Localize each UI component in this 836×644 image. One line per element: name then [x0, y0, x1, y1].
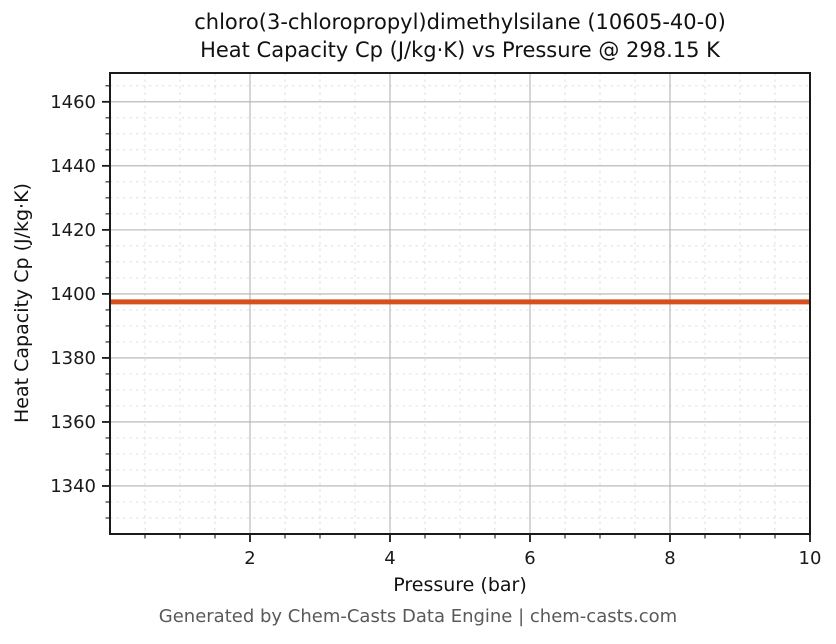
y-tick-label: 1460	[50, 92, 96, 113]
x-tick-label: 10	[799, 548, 822, 569]
x-tick-label: 2	[244, 548, 255, 569]
y-tick-label: 1420	[50, 220, 96, 241]
y-tick-label: 1400	[50, 284, 96, 305]
x-axis-label: Pressure (bar)	[393, 574, 527, 596]
chart-title-line1: chloro(3-chloropropyl)dimethylsilane (10…	[194, 10, 726, 34]
chart-title-line2: Heat Capacity Cp (J/kg·K) vs Pressure @ …	[200, 38, 720, 62]
chart-title: chloro(3-chloropropyl)dimethylsilane (10…	[110, 8, 810, 64]
y-tick-label: 1440	[50, 156, 96, 177]
x-tick-label: 4	[384, 548, 395, 569]
y-axis-label: Heat Capacity Cp (J/kg·K)	[11, 183, 33, 423]
y-tick-label: 1380	[50, 348, 96, 369]
footer-attribution: Generated by Chem-Casts Data Engine | ch…	[158, 606, 678, 627]
y-tick-label: 1360	[50, 412, 96, 433]
x-tick-label: 8	[664, 548, 675, 569]
y-tick-label: 1340	[50, 476, 96, 497]
x-tick-label: 6	[524, 548, 535, 569]
